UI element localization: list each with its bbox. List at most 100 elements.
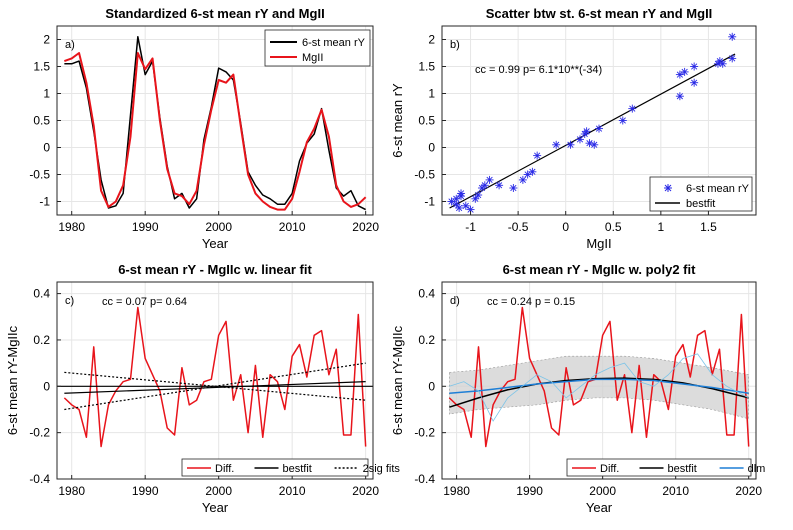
scatter-point	[618, 116, 627, 125]
x-tick-label: 1980	[443, 484, 470, 498]
legend-label: bestfit	[686, 198, 715, 210]
scatter-point-stroke	[676, 71, 683, 78]
chart-title: 6-st mean rY - MgIIc w. poly2 fit	[503, 262, 697, 277]
y-tick-label: -0.4	[29, 472, 50, 486]
y-tick-label: 0.5	[33, 114, 50, 128]
plot-content	[448, 306, 750, 448]
y-axis-label: 6-st mean rY-MgIIc	[5, 325, 20, 435]
scatter-point	[728, 32, 737, 41]
scatter-point	[580, 130, 589, 138]
panel-2: 1980 1990 2000 2010 2020 -0.4 -0.2 0 0.2 0.4 6-st …	[5, 262, 400, 515]
x-tick-label: 1990	[132, 484, 159, 498]
y-tick-label: -0.4	[414, 472, 435, 486]
y-tick-label: 0	[428, 141, 435, 155]
chart-title: Scatter btw st. 6-st mean rY and MgII	[486, 6, 713, 21]
scatter-point	[552, 140, 561, 149]
series-line-6-st-mean-ry	[64, 36, 366, 211]
legend-label: 6-st mean rY	[302, 37, 366, 49]
y-tick-label: -1	[39, 195, 50, 209]
scatter-point-stroke	[691, 63, 698, 70]
y-tick-label: 0.2	[33, 333, 50, 347]
scatter-point-stroke	[567, 141, 574, 148]
x-tick-label: 2010	[279, 220, 306, 234]
legend: 6-st mean rY bestfit	[649, 176, 753, 212]
y-tick-label: 0	[43, 141, 50, 155]
panel-0: 1980 1990 2000 2010 2020 -1 -0.5 0 0.5 1 1.5 2 Stand…	[29, 6, 379, 251]
scatter-point-stroke	[534, 152, 541, 159]
scatter-point-stroke	[462, 202, 469, 209]
scatter-point	[575, 135, 584, 144]
legend-label: bestfit	[283, 463, 312, 475]
scatter-point-stroke	[448, 198, 455, 205]
chart-title: 6-st mean rY - MgIIc w. linear fit	[118, 262, 312, 277]
scatter-point	[595, 124, 603, 133]
scatter-point-stroke	[576, 136, 584, 143]
scatter-point-stroke	[553, 141, 560, 148]
panel-3: 1980 1990 2000 2010 2020 -0.4 -0.2 0 0.2 0.4 6-st …	[390, 262, 765, 515]
y-tick-label: 0.4	[33, 287, 50, 301]
x-tick-label: 1.5	[700, 220, 717, 234]
panel-label: b)	[450, 39, 460, 51]
scatter-point-stroke	[510, 184, 517, 192]
scatter-point-stroke	[456, 204, 463, 212]
scatter-point	[628, 104, 637, 113]
scatter-point	[590, 140, 599, 149]
legend-label: 2sig fits	[363, 463, 401, 475]
scatter-point	[566, 140, 575, 149]
scatter-point	[457, 192, 466, 201]
plot-content	[57, 306, 373, 448]
x-tick-label: 2010	[279, 484, 306, 498]
scatter-point-stroke	[519, 176, 526, 184]
scatter-point-stroke	[595, 125, 603, 132]
legend-box	[649, 176, 753, 212]
x-tick-label: 0.5	[605, 220, 622, 234]
scatter-point	[690, 78, 699, 87]
scatter-point-stroke	[719, 60, 726, 67]
chart-title: Standardized 6-st mean rY and MgII	[105, 6, 324, 21]
scatter-point	[455, 203, 464, 212]
scatter-point-stroke	[486, 176, 493, 184]
scatter-point	[480, 181, 489, 190]
legend: Diff. bestfit 2sig fits	[181, 458, 401, 477]
scatter-point-stroke	[475, 191, 482, 199]
scatter-point-stroke	[691, 79, 698, 86]
y-tick-label: 1	[428, 87, 435, 101]
y-axis-label: 6-st mean rY	[390, 83, 405, 158]
y-tick-label: -1	[424, 195, 435, 209]
scatter-point-stroke	[729, 55, 736, 62]
y-tick-label: 0	[43, 379, 50, 393]
y-tick-label: 0.4	[418, 287, 435, 301]
scatter-point	[485, 175, 494, 184]
axes-frame	[56, 281, 374, 480]
series-curve-dlm-samples	[449, 353, 749, 422]
stats-annotation: cc = 0.07 p= 0.64	[102, 296, 187, 308]
x-tick-label: 2000	[589, 484, 616, 498]
x-tick-label: 1990	[132, 220, 159, 234]
axes-frame	[441, 281, 757, 480]
x-tick-label: 2010	[662, 484, 689, 498]
x-tick-label: 1990	[516, 484, 543, 498]
series-line-bestfit	[64, 381, 366, 394]
x-tick-label: 2000	[205, 484, 232, 498]
scatter-point-stroke	[583, 128, 590, 135]
scatter-point-stroke	[467, 206, 474, 213]
scatter-point	[675, 92, 684, 101]
scatter-point	[718, 59, 727, 68]
scatter-point	[474, 191, 483, 200]
scatter-point	[728, 54, 737, 63]
scatter-point	[690, 62, 699, 71]
series-dotted-line	[64, 371, 366, 401]
scatter-point-stroke	[619, 117, 626, 124]
y-tick-label: 1.5	[33, 60, 50, 74]
x-axis-label: Year	[586, 500, 613, 515]
scatter-point-stroke	[495, 182, 503, 189]
stats-annotation: cc = 0.99 p= 6.1*10**(-34)	[475, 64, 602, 76]
panel-label: c)	[65, 295, 74, 307]
y-tick-label: 0.2	[418, 333, 435, 347]
legend: Diff. bestfit dlm	[566, 458, 765, 477]
series-line-bestfit	[449, 53, 736, 209]
scatter-point	[461, 201, 470, 210]
scatter-point-stroke	[586, 140, 593, 147]
series-line-diff-	[448, 306, 750, 448]
y-tick-label: 1.5	[418, 60, 435, 74]
